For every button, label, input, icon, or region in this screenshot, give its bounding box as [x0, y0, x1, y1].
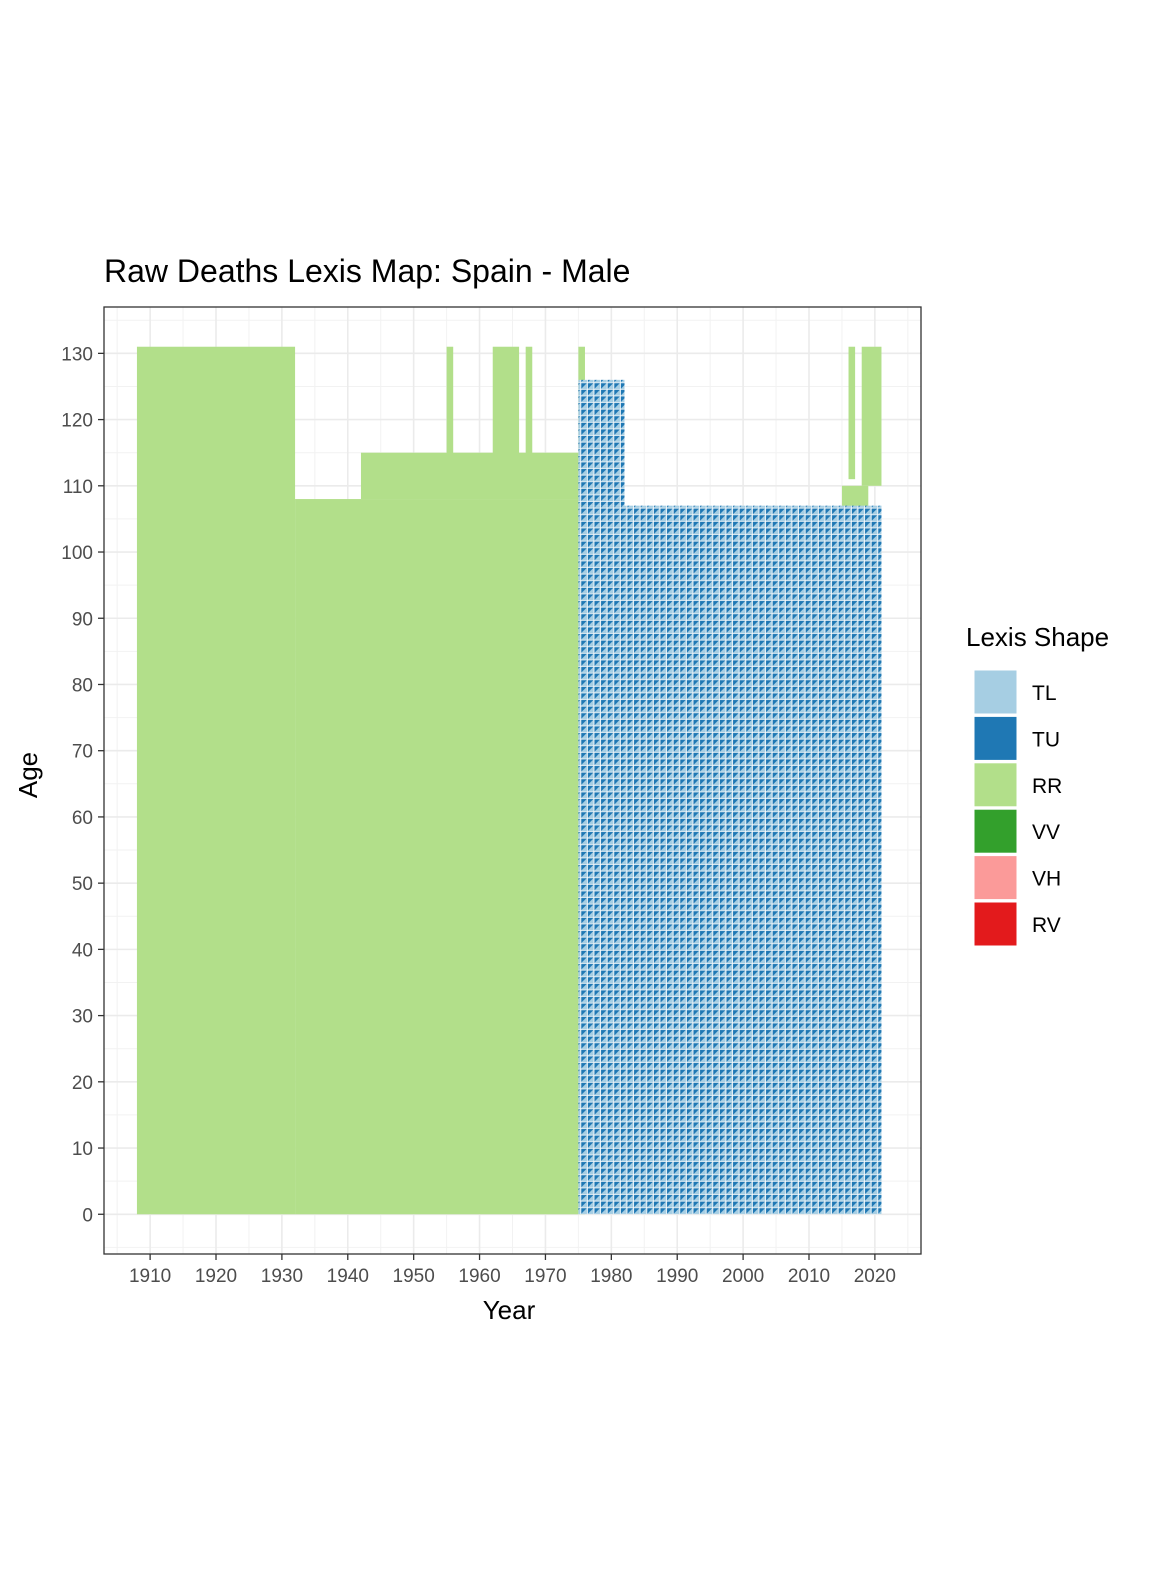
y-tick-label: 50 [72, 874, 93, 895]
x-tick-label: 1910 [129, 1266, 171, 1287]
x-tick-label: 1920 [195, 1266, 237, 1287]
plot-panel [103, 306, 922, 1255]
legend-label-vv: VV [1032, 821, 1060, 844]
region-tu-tl [578, 379, 625, 506]
legend-label-rv: RV [1032, 914, 1061, 937]
x-tick-label: 1980 [590, 1266, 632, 1287]
y-tick-label: 110 [63, 477, 93, 498]
legend-swatch-vh [973, 855, 1018, 901]
region-rr [360, 452, 579, 500]
legend-label-vh: VH [1032, 868, 1061, 891]
legend-swatch-rv [973, 901, 1018, 947]
legend-swatch-tl [973, 669, 1018, 715]
legend-label-tu: TU [1032, 728, 1060, 751]
x-tick-label: 1960 [458, 1266, 500, 1287]
y-tick-label: 100 [61, 543, 93, 564]
region-rr [848, 346, 856, 480]
legend-swatch-vv [973, 808, 1018, 854]
x-tick-label: 1950 [393, 1266, 435, 1287]
y-tick-label: 120 [61, 411, 93, 432]
y-tick-label: 70 [72, 742, 93, 763]
y-tick-label: 80 [72, 675, 93, 696]
x-tick-label: 2020 [854, 1266, 896, 1287]
x-tick-label: 2010 [788, 1266, 830, 1287]
y-tick-label: 90 [72, 609, 93, 630]
y-tick-label: 10 [72, 1139, 93, 1160]
x-tick-label: 1990 [656, 1266, 698, 1287]
x-tick-label: 1970 [524, 1266, 566, 1287]
y-tick-label: 40 [72, 940, 93, 961]
legend-swatch-rr [973, 762, 1018, 808]
region-rr [446, 346, 454, 500]
legend-label-rr: RR [1032, 775, 1062, 798]
y-tick-label: 0 [82, 1205, 93, 1226]
x-axis: 1910 1920 1930 1940 1950 1960 1970 1980 1990 2000… [129, 1254, 896, 1287]
x-tick-label: 2000 [722, 1266, 764, 1287]
region-rr [861, 346, 882, 486]
panel-border [103, 306, 922, 1255]
y-axis-title: Age [13, 752, 43, 798]
x-axis-title: Year [483, 1295, 536, 1325]
region-rr [525, 346, 533, 500]
chart-title: Raw Deaths Lexis Map: Spain - Male [104, 253, 630, 289]
y-tick-label: 20 [72, 1073, 93, 1094]
region-rr [295, 499, 579, 1215]
legend: Lexis Shape TL TU RR VV VH RV [966, 622, 1109, 947]
x-tick-label: 1940 [327, 1266, 369, 1287]
y-tick-label: 30 [72, 1007, 93, 1028]
region-rr [136, 346, 296, 1215]
y-tick-label: 60 [72, 808, 93, 829]
y-axis: 0 10 20 30 40 50 60 70 80 90 100 110 120 130 [61, 344, 104, 1226]
y-tick-label: 130 [61, 344, 93, 365]
x-tick-label: 1930 [261, 1266, 303, 1287]
region-tu-tl [578, 505, 882, 1215]
legend-title: Lexis Shape [966, 622, 1109, 652]
legend-label-tl: TL [1032, 682, 1057, 705]
legend-swatch-tu [973, 715, 1018, 761]
